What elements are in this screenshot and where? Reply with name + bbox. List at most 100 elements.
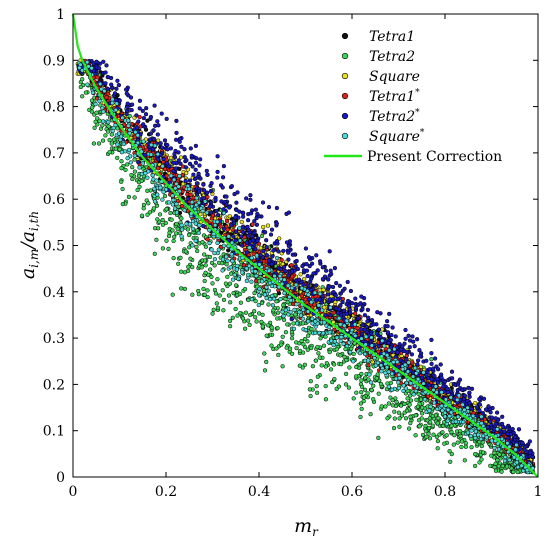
data-point [201,286,206,292]
data-point [353,296,358,301]
data-point [175,226,180,232]
data-point [361,395,367,400]
data-point [91,141,97,146]
data-point [105,74,111,80]
data-point [456,393,462,398]
data-point [193,221,198,226]
data-point [247,245,252,250]
data-point [291,326,297,331]
data-point [325,292,331,297]
data-point [225,227,230,232]
data-point [327,297,332,302]
data-point [179,223,184,228]
data-point [284,240,290,245]
data-point [284,345,289,350]
data-point [221,297,227,303]
data-point [499,421,505,427]
data-point [198,157,203,162]
data-point [360,322,365,328]
data-point [235,313,240,318]
data-point [313,358,319,363]
data-point [244,278,249,284]
data-point [488,410,493,415]
data-point [150,147,156,152]
data-point [194,244,199,250]
data-point [200,240,205,245]
data-point [282,290,287,296]
data-point [294,302,299,307]
data-point [215,212,221,218]
data-point [289,285,295,291]
data-point [463,444,469,449]
data-point [177,136,183,142]
data-point [226,293,232,298]
data-point [420,432,426,438]
data-point [317,259,323,264]
data-point [347,365,352,370]
data-point [299,293,304,299]
data-point [198,212,203,217]
data-point [258,271,263,276]
data-point [272,273,277,279]
data-point [329,338,334,343]
data-point [107,137,112,143]
data-point [495,457,500,463]
data-point [231,220,237,226]
data-point [281,302,286,308]
data-point [449,369,455,374]
data-point [496,463,501,469]
data-point [324,361,329,366]
data-point [331,342,336,348]
data-point [171,238,176,244]
data-point [203,199,208,204]
data-point [261,288,267,293]
data-point [363,375,368,380]
data-point [230,315,235,320]
data-point [488,463,493,468]
data-point [338,338,343,344]
data-point [378,381,384,387]
data-point [152,199,158,204]
data-point [435,421,440,426]
data-point [174,118,179,124]
data-point [307,387,313,392]
data-point [189,153,194,158]
data-point [371,322,376,327]
data-point [407,402,412,407]
data-point [162,193,168,199]
data-point [208,188,214,194]
data-point [113,107,118,113]
data-point [285,283,291,288]
data-point [445,390,450,395]
data-point [309,345,314,351]
data-point [101,59,106,64]
data-point [209,260,215,266]
data-point [335,297,340,302]
data-point [232,191,237,197]
data-point [492,445,497,451]
data-point [483,407,489,412]
data-point [477,460,482,465]
data-point [236,276,241,281]
data-point [286,250,291,255]
data-point [327,249,332,254]
data-point [170,228,175,233]
data-point [493,461,498,466]
data-point [283,268,288,274]
data-point [305,273,310,279]
data-point [361,399,366,404]
data-point [462,407,467,413]
data-point [352,322,358,327]
data-point [264,238,269,243]
data-point [433,384,438,389]
data-point [260,200,266,205]
data-point [188,192,193,197]
data-point [413,413,418,418]
data-point [469,386,475,391]
data-point [267,268,272,273]
data-point [512,434,518,440]
data-point [390,403,395,408]
data-point [289,336,295,341]
data-point [459,444,464,450]
data-point [152,186,157,191]
